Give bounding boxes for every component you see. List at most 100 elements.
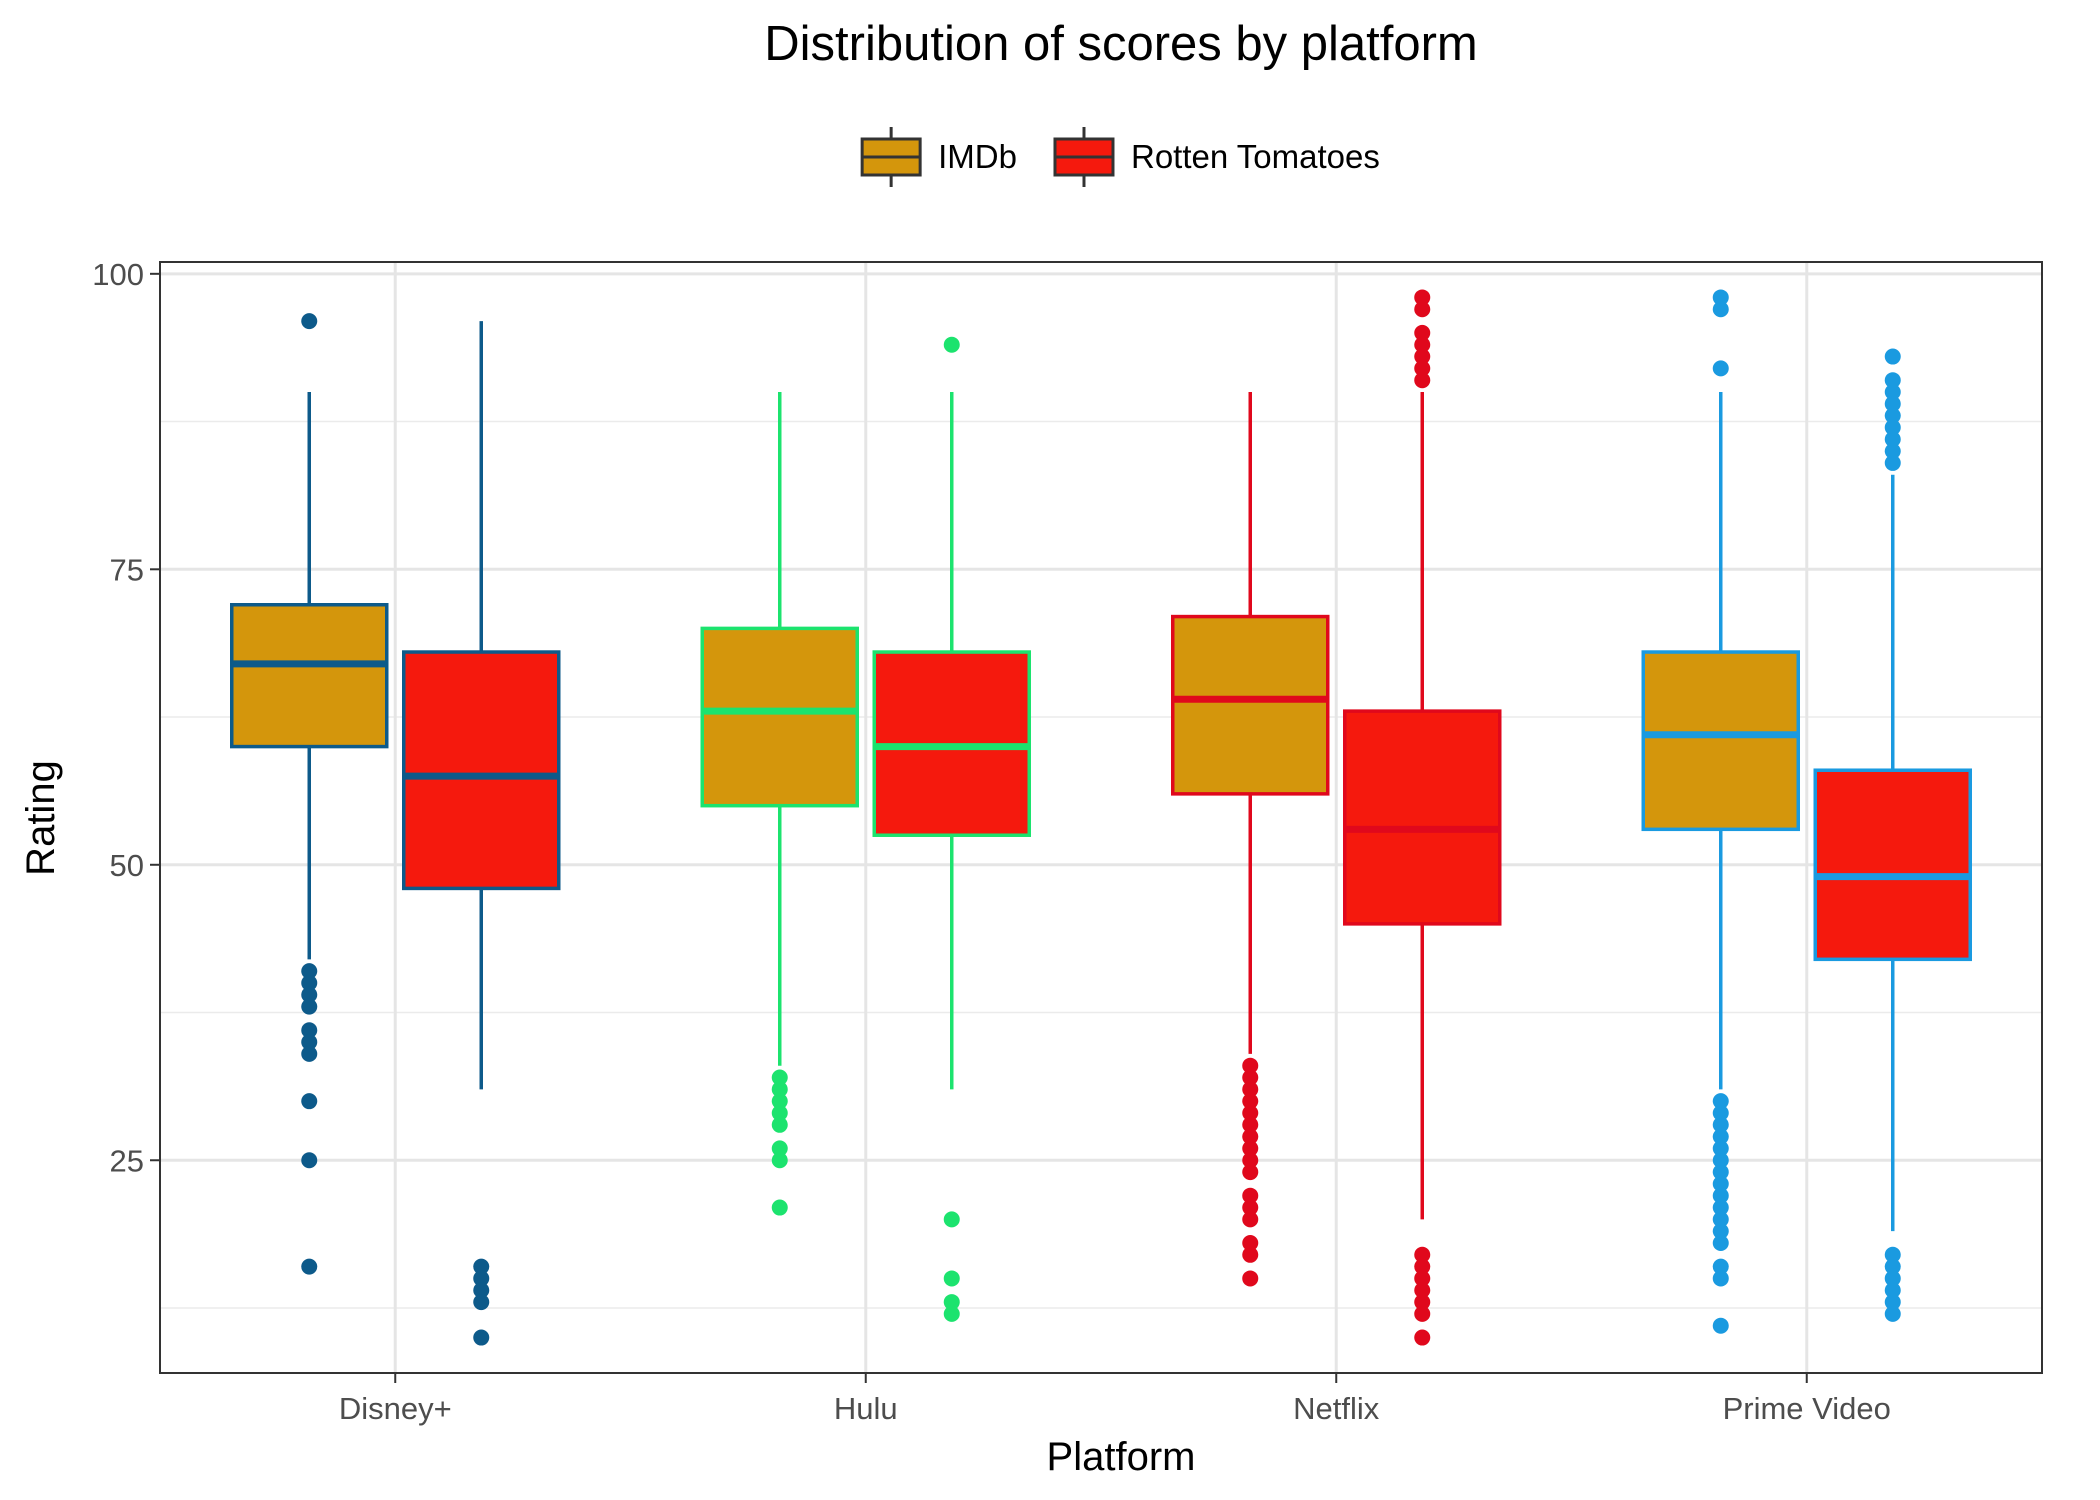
x-tick-label-netflix: Netflix [1293, 1391, 1380, 1426]
outlier-point [1884, 1294, 1901, 1311]
box-body [1813, 768, 1972, 962]
outlier-point [301, 1045, 318, 1062]
outlier-point [1884, 372, 1901, 389]
x-tick-label-prime-video: Prime Video [1723, 1391, 1891, 1426]
outlier-point [301, 963, 318, 980]
legend: IMDb Rotten Tomatoes [860, 127, 1380, 187]
outlier-point [473, 1258, 490, 1275]
outlier-point [1242, 1270, 1259, 1287]
y-axis-title: Rating [19, 760, 63, 876]
outlier-point [1414, 360, 1431, 377]
outlier-point [473, 1270, 490, 1287]
outlier-point [1242, 1069, 1259, 1086]
box-rotten-tomatoes-netflix [1343, 289, 1502, 1346]
y-tick-label: 100 [92, 257, 144, 292]
outlier-point [1712, 301, 1729, 318]
outlier-point [1712, 289, 1729, 306]
legend-label-rotten-tomatoes: Rotten Tomatoes [1131, 138, 1380, 175]
outlier-point [1242, 1140, 1259, 1157]
outlier-point [1242, 1246, 1259, 1263]
box-body [700, 626, 859, 808]
outlier-point [1712, 1258, 1729, 1275]
outlier-point [1884, 1282, 1901, 1299]
outlier-point [1712, 1152, 1729, 1169]
outlier-point [301, 1093, 318, 1110]
y-tick-label: 25 [110, 1143, 144, 1178]
outlier-point [1712, 1140, 1729, 1157]
outlier-point [1242, 1057, 1259, 1074]
outlier-point [473, 1294, 490, 1311]
box-imdb-netflix [1171, 392, 1330, 1287]
outlier-point [1884, 348, 1901, 365]
outlier-point [1242, 1104, 1259, 1121]
outlier-point [771, 1104, 788, 1121]
outlier-point [1414, 1258, 1431, 1275]
box-imdb-prime-video [1641, 289, 1800, 1334]
outlier-point [1242, 1128, 1259, 1145]
outlier-point [771, 1069, 788, 1086]
outlier-point [1884, 443, 1901, 460]
outlier-point [1414, 324, 1431, 341]
outlier-point [1242, 1093, 1259, 1110]
outlier-point [943, 1294, 960, 1311]
x-axis-title: Platform [1047, 1435, 1196, 1479]
outlier-point [1242, 1234, 1259, 1251]
outlier-point [1414, 1282, 1431, 1299]
outlier-point [1414, 289, 1431, 306]
outlier-point [473, 1329, 490, 1346]
outlier-point [1884, 454, 1901, 471]
chart-title: Distribution of scores by platform [764, 17, 1478, 71]
outlier-point [1884, 1258, 1901, 1275]
outlier-point [771, 1081, 788, 1098]
outlier-point [301, 998, 318, 1015]
outlier-point [473, 1282, 490, 1299]
y-axis: 25 50 75 100 [92, 257, 160, 1178]
box-body [1641, 650, 1800, 832]
y-tick-label: 50 [110, 848, 144, 883]
outlier-point [943, 1270, 960, 1287]
legend-key-imdb [860, 127, 922, 187]
outlier-point [1712, 1211, 1729, 1228]
outlier-point [301, 1022, 318, 1039]
outlier-point [1884, 1305, 1901, 1322]
box-body [1343, 709, 1502, 926]
outlier-point [1712, 1116, 1729, 1133]
outlier-point [1242, 1116, 1259, 1133]
outlier-point [1884, 431, 1901, 448]
outlier-point [1712, 1317, 1729, 1334]
outlier-point [771, 1140, 788, 1157]
outlier-point [1414, 1246, 1431, 1263]
box-rotten-tomatoes-prime-video [1813, 348, 1972, 1322]
outlier-point [1712, 1223, 1729, 1240]
outlier-point [1414, 1270, 1431, 1287]
box-body [230, 603, 389, 749]
outlier-point [1712, 1199, 1729, 1216]
x-tick-label-hulu: Hulu [834, 1391, 898, 1426]
outlier-point [1712, 1175, 1729, 1192]
outlier-point [1884, 384, 1901, 401]
outlier-point [301, 313, 318, 330]
outlier-point [1712, 1164, 1729, 1181]
outlier-point [1414, 348, 1431, 365]
outlier-point [1712, 1187, 1729, 1204]
outlier-point [301, 1152, 318, 1169]
legend-label-imdb: IMDb [938, 138, 1017, 175]
outlier-point [301, 986, 318, 1003]
outlier-point [301, 1258, 318, 1275]
outlier-point [1712, 1234, 1729, 1251]
outlier-point [771, 1199, 788, 1216]
outlier-point [301, 974, 318, 991]
outlier-point [1414, 301, 1431, 318]
outlier-point [301, 1034, 318, 1051]
outlier-point [1242, 1152, 1259, 1169]
box-body [402, 650, 561, 891]
box-rotten-tomatoes-disney [402, 321, 561, 1346]
outlier-point [1884, 1246, 1901, 1263]
outlier-point [1242, 1164, 1259, 1181]
legend-key-rotten-tomatoes [1053, 127, 1115, 187]
y-tick-label: 75 [110, 552, 144, 587]
outlier-point [1414, 1305, 1431, 1322]
outlier-point [1884, 1270, 1901, 1287]
outlier-point [1242, 1199, 1259, 1216]
